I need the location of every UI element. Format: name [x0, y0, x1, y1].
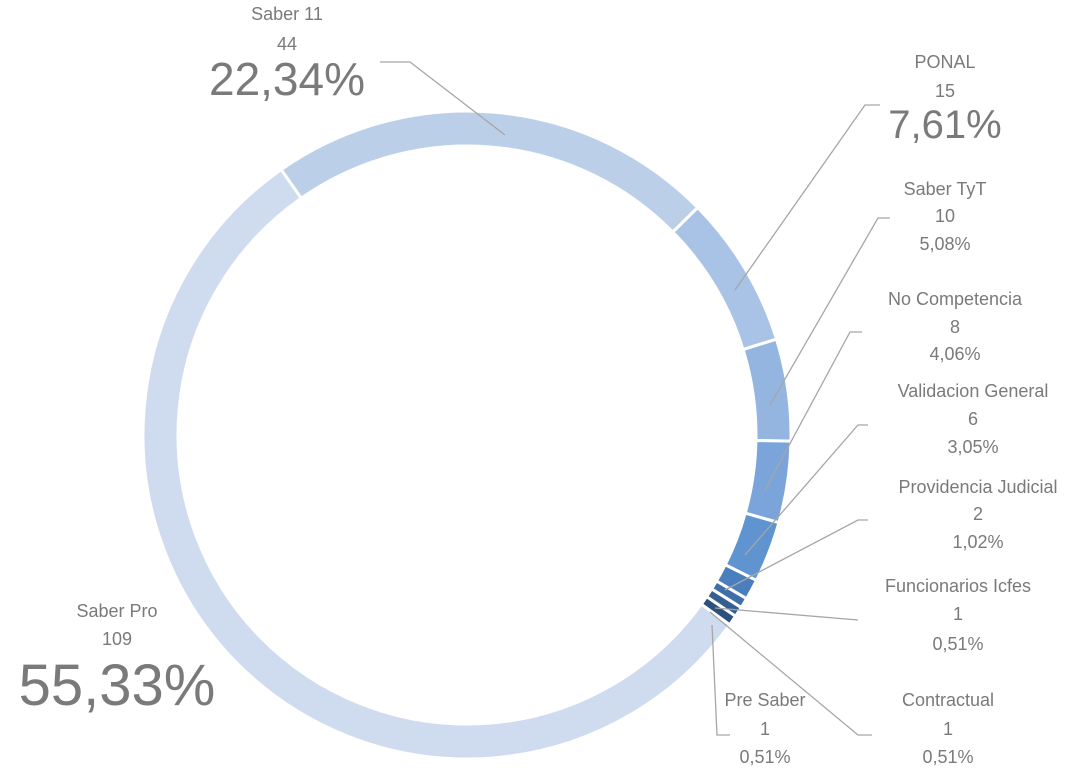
percent-label: 55,33%: [19, 653, 216, 718]
count-label: 6: [968, 409, 978, 429]
count-label: 1: [760, 719, 770, 739]
count-label: 15: [935, 81, 955, 101]
category-label: Saber 11: [251, 4, 323, 24]
percent-label: 22,34%: [209, 53, 365, 105]
leader-line: [744, 424, 868, 556]
percent-label: 0,51%: [932, 634, 983, 654]
leader-line: [709, 611, 872, 736]
percent-label: 0,51%: [922, 747, 973, 767]
count-label: 8: [950, 317, 960, 337]
donut-segment: [141, 167, 732, 761]
category-label: Funcionarios Icfes: [885, 576, 1031, 596]
donut-segment: [670, 205, 779, 352]
leader-line: [380, 61, 506, 136]
percent-label: 5,08%: [919, 234, 970, 254]
percent-label: 0,51%: [739, 747, 790, 767]
category-label: PONAL: [914, 52, 975, 72]
count-label: 44: [277, 34, 297, 54]
category-label: Providencia Judicial: [898, 477, 1057, 497]
count-label: 109: [102, 629, 132, 649]
leader-line: [711, 624, 730, 736]
leader-line: [724, 519, 868, 591]
category-label: Pre Saber: [724, 690, 805, 710]
category-label: Contractual: [902, 690, 994, 710]
percent-label: 1,02%: [952, 532, 1003, 552]
category-label: No Competencia: [888, 289, 1023, 309]
count-label: 2: [973, 504, 983, 524]
category-label: Saber TyT: [904, 179, 987, 199]
donut-segment: [741, 337, 793, 443]
leader-line: [714, 607, 859, 621]
percent-label: 3,05%: [947, 437, 998, 457]
category-label: Validacion General: [898, 381, 1049, 401]
count-label: 10: [935, 206, 955, 226]
count-label: 1: [953, 604, 963, 624]
category-label: Saber Pro: [76, 601, 157, 621]
leader-line: [764, 331, 862, 491]
percent-label: 4,06%: [929, 344, 980, 364]
donut-segment: [279, 109, 700, 235]
count-label: 1: [943, 719, 953, 739]
leader-line: [769, 217, 890, 406]
leader-line: [734, 104, 880, 291]
percent-label: 7,61%: [888, 103, 1001, 147]
